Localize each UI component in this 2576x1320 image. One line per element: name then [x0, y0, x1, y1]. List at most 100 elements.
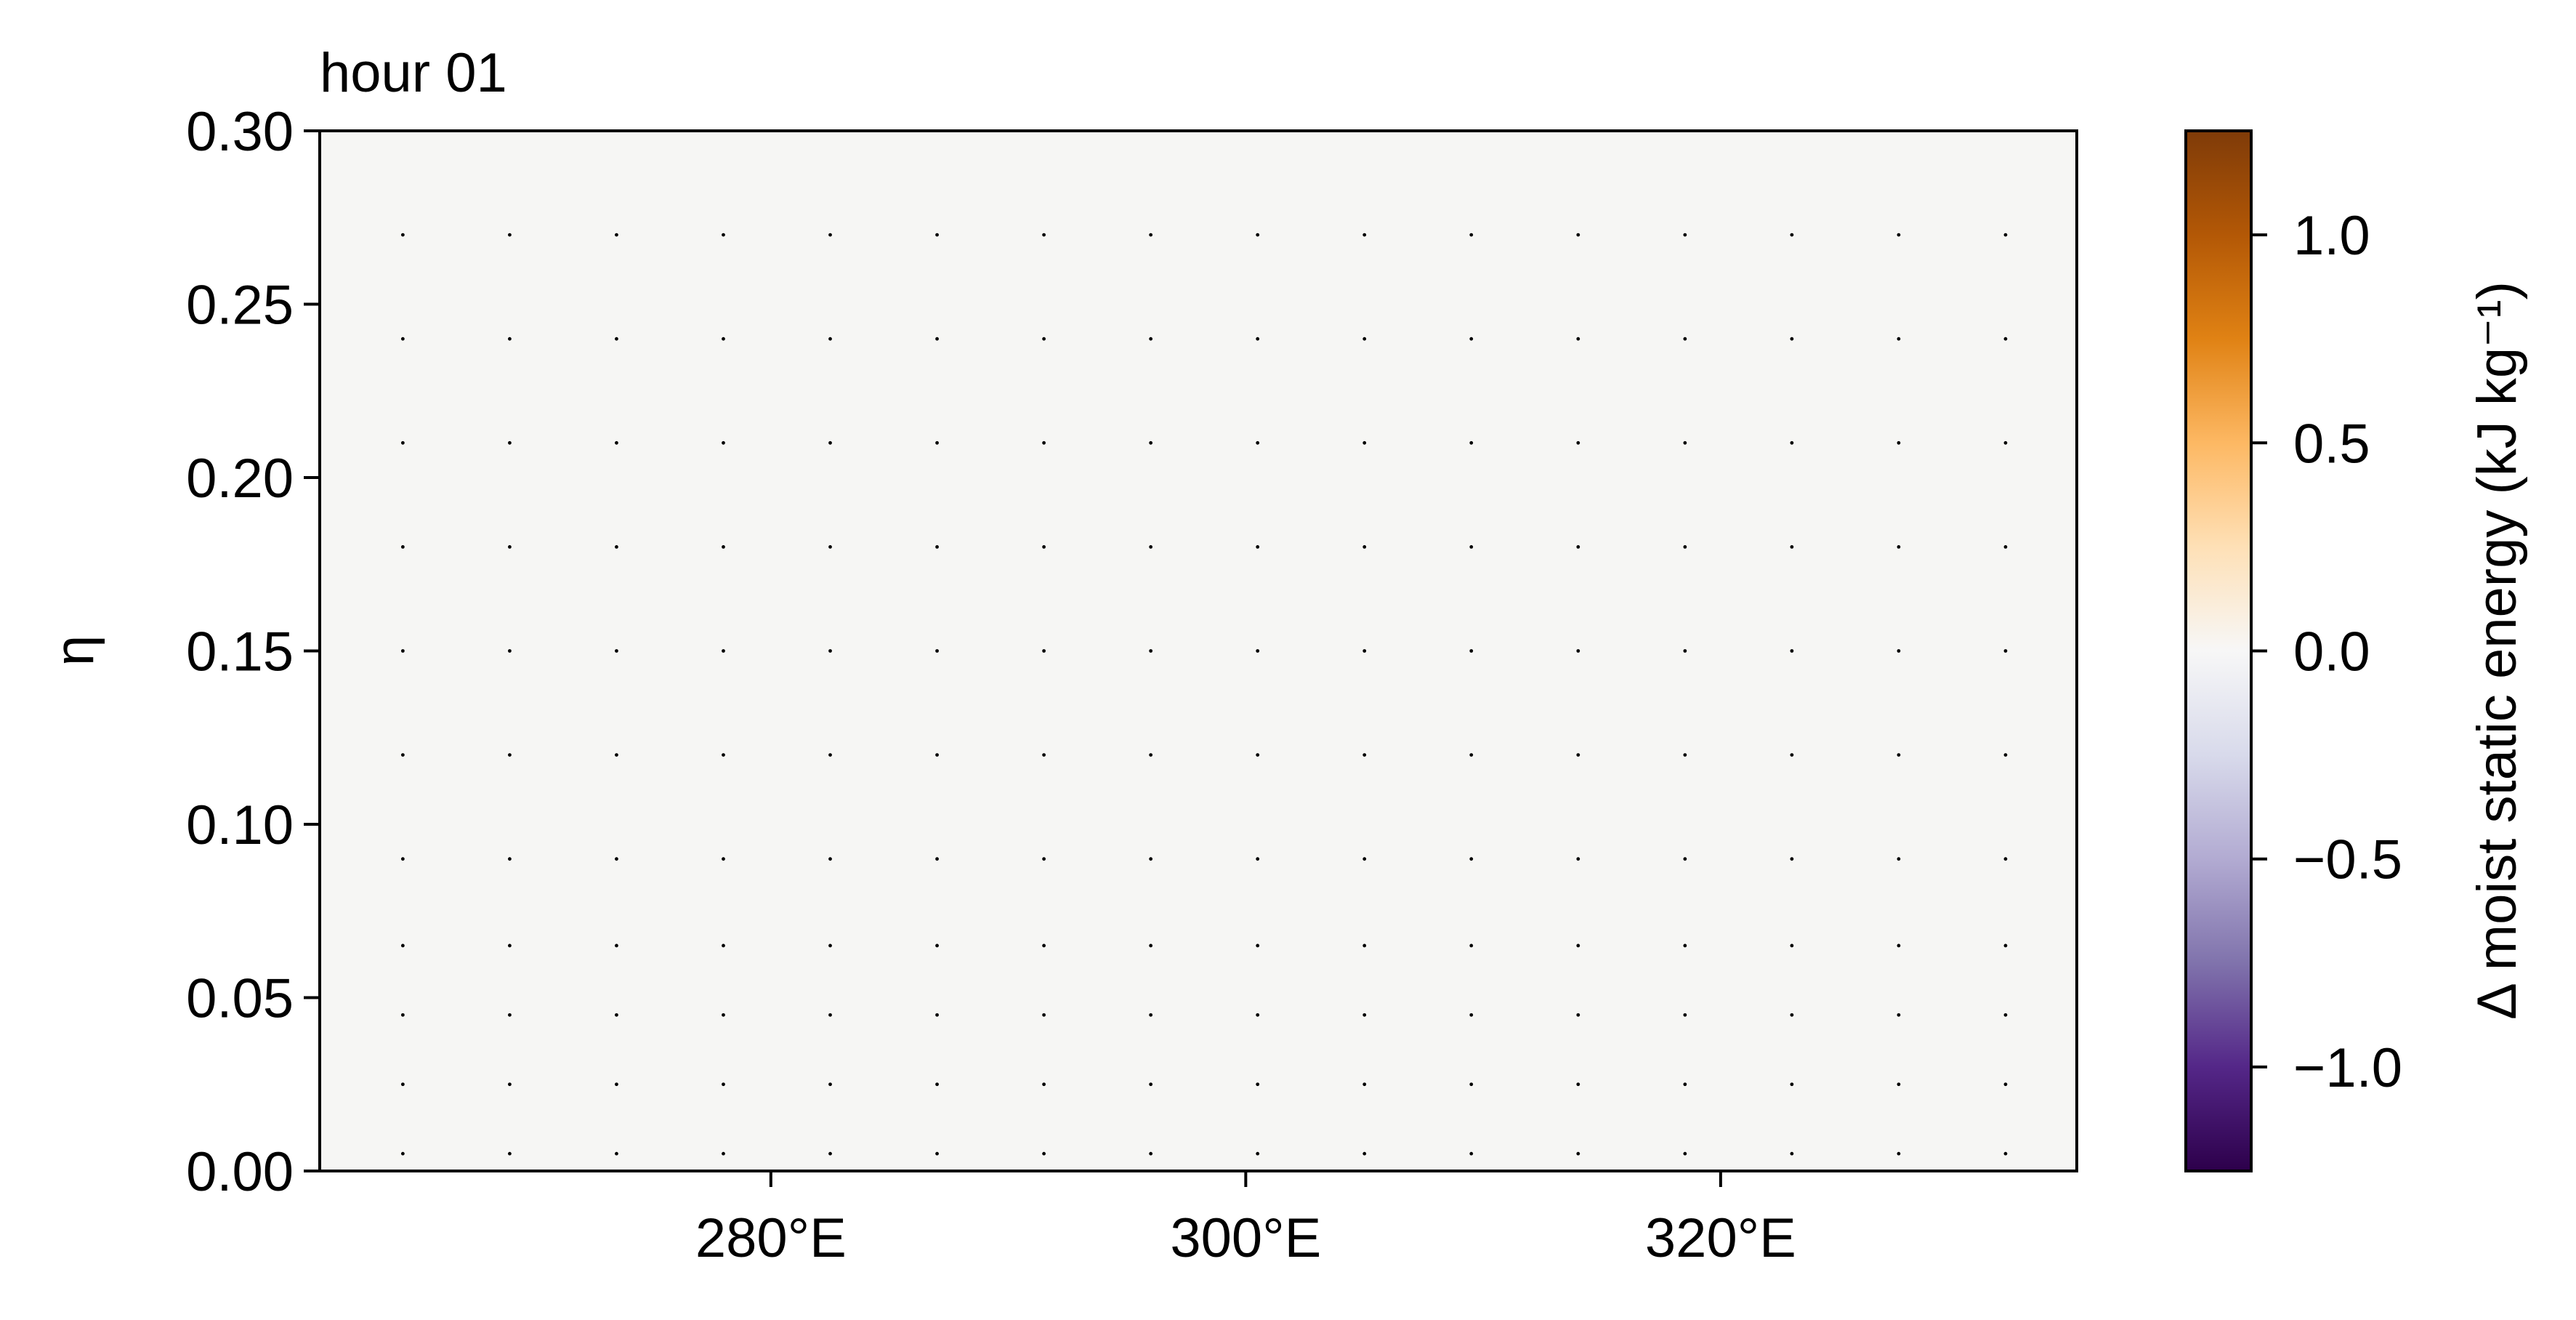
marker-point — [1576, 233, 1580, 237]
marker-point — [1256, 337, 1260, 341]
marker-point — [722, 1013, 725, 1017]
marker-point — [1683, 440, 1687, 445]
colorbar-tick-label: 1.0 — [2293, 205, 2370, 267]
marker-point — [828, 857, 832, 861]
marker-point — [615, 1151, 618, 1156]
y-tick-label: 0.20 — [186, 448, 294, 510]
marker-point — [615, 1082, 618, 1087]
marker-point — [1897, 1013, 1901, 1017]
marker-point — [508, 233, 512, 237]
marker-point — [615, 1013, 618, 1017]
marker-point — [1042, 1082, 1046, 1087]
marker-point — [1042, 1151, 1046, 1156]
marker-point — [1576, 943, 1580, 948]
marker-point — [1897, 440, 1901, 445]
marker-point — [615, 545, 618, 549]
marker-point — [1149, 545, 1153, 549]
marker-point — [1149, 1151, 1153, 1156]
marker-point — [615, 649, 618, 653]
marker-point — [1790, 545, 1794, 549]
marker-point — [1576, 857, 1580, 861]
marker-point — [1362, 753, 1367, 757]
marker-point — [1683, 753, 1687, 757]
marker-point — [1149, 337, 1153, 341]
marker-point — [828, 1013, 832, 1017]
marker-point — [722, 753, 725, 757]
marker-point — [935, 440, 939, 445]
marker-point — [1469, 233, 1474, 237]
marker-point — [828, 440, 832, 445]
marker-point — [935, 943, 939, 948]
marker-point — [2003, 857, 2008, 861]
marker-point — [508, 1082, 512, 1087]
marker-point — [1149, 233, 1153, 237]
marker-point — [1149, 1082, 1153, 1087]
marker-point — [1897, 753, 1901, 757]
marker-point — [828, 337, 832, 341]
marker-point — [1042, 233, 1046, 237]
marker-point — [400, 1013, 405, 1017]
marker-point — [615, 753, 618, 757]
marker-point — [615, 440, 618, 445]
marker-point — [508, 649, 512, 653]
marker-point — [508, 943, 512, 948]
marker-point — [828, 649, 832, 653]
marker-point — [1683, 545, 1687, 549]
marker-point — [508, 545, 512, 549]
marker-point — [1469, 440, 1474, 445]
marker-point — [828, 943, 832, 948]
marker-point — [935, 753, 939, 757]
marker-point — [615, 857, 618, 861]
marker-point — [1362, 337, 1367, 341]
marker-point — [508, 337, 512, 341]
marker-point — [1362, 649, 1367, 653]
marker-point — [1469, 753, 1474, 757]
marker-point — [1897, 857, 1901, 861]
marker-point — [935, 233, 939, 237]
marker-point — [722, 440, 725, 445]
y-tick-label: 0.30 — [186, 101, 294, 163]
marker-point — [935, 1151, 939, 1156]
y-axis-title: η — [44, 635, 105, 666]
marker-point — [1362, 1013, 1367, 1017]
marker-point — [2003, 753, 2008, 757]
marker-point — [828, 1151, 832, 1156]
marker-point — [400, 1151, 405, 1156]
marker-point — [1683, 857, 1687, 861]
marker-point — [1683, 1013, 1687, 1017]
marker-point — [1469, 337, 1474, 341]
x-tick-label: 320°E — [1645, 1207, 1796, 1269]
marker-point — [400, 753, 405, 757]
marker-point — [400, 1082, 405, 1087]
marker-point — [1469, 1082, 1474, 1087]
marker-point — [1576, 649, 1580, 653]
marker-point — [1042, 943, 1046, 948]
marker-point — [1362, 857, 1367, 861]
marker-point — [1683, 1082, 1687, 1087]
heatmap-field — [320, 131, 2077, 1171]
marker-point — [935, 649, 939, 653]
marker-point — [1790, 1151, 1794, 1156]
marker-point — [615, 233, 618, 237]
marker-point — [1362, 1082, 1367, 1087]
marker-point — [1256, 1151, 1260, 1156]
marker-point — [1683, 337, 1687, 341]
marker-point — [1790, 943, 1794, 948]
marker-point — [2003, 337, 2008, 341]
marker-point — [1149, 440, 1153, 445]
marker-point — [2003, 1082, 2008, 1087]
colorbar-tick-label: −1.0 — [2293, 1037, 2402, 1099]
marker-point — [400, 440, 405, 445]
marker-point — [2003, 440, 2008, 445]
marker-point — [1576, 1082, 1580, 1087]
marker-point — [1897, 1082, 1901, 1087]
marker-point — [1149, 649, 1153, 653]
marker-point — [722, 233, 725, 237]
marker-point — [1790, 753, 1794, 757]
marker-point — [2003, 233, 2008, 237]
y-tick-label: 0.00 — [186, 1141, 294, 1203]
y-tick-label: 0.15 — [186, 621, 294, 683]
marker-point — [1790, 649, 1794, 653]
marker-point — [1469, 857, 1474, 861]
marker-point — [1362, 545, 1367, 549]
